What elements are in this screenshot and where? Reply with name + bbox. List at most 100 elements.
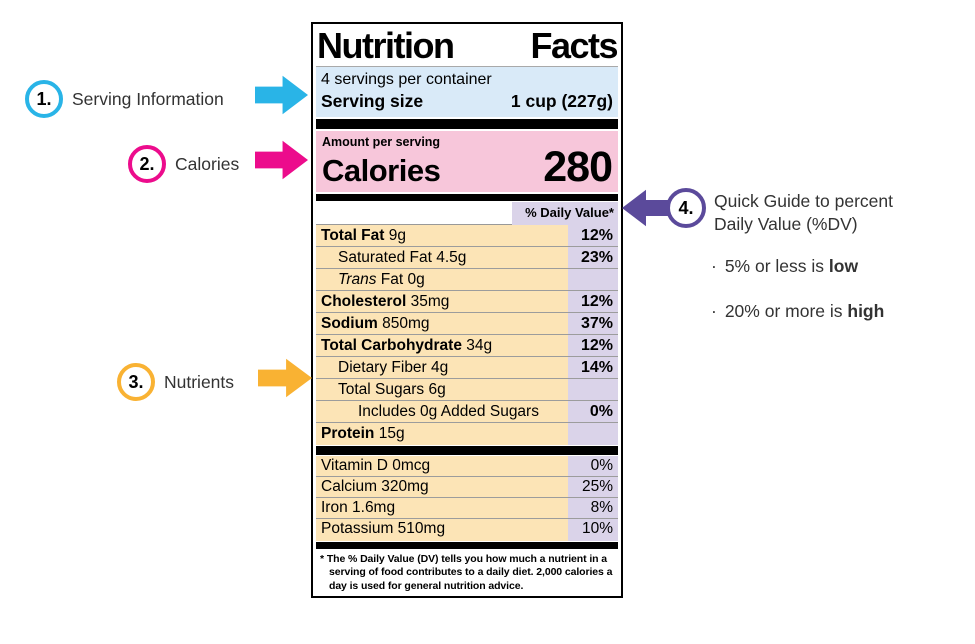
serving-size-label: Serving size [321, 91, 424, 111]
daily-value-percent: 0% [568, 455, 618, 476]
calories-value: 280 [543, 142, 613, 191]
bullet-dot-icon: · [711, 301, 717, 321]
callout-serving-information: 1. Serving Information [25, 80, 224, 118]
nutrient-name: Total Carbohydrate 34g [316, 335, 568, 357]
servings-per-container: 4 servings per container [321, 71, 492, 88]
nutrient-text: Fat 0g [376, 271, 425, 289]
nutrient-text: Total Carbohydrate [321, 337, 462, 355]
daily-value-percent: 12% [568, 225, 618, 247]
nutrient-name: Vitamin D 0mcg [316, 455, 568, 476]
amount-per-serving-label: Amount per serving [322, 134, 441, 149]
nutrient-name: Trans Fat 0g [316, 269, 568, 291]
serving-info-section: 4 servings per container Serving size 1 … [316, 67, 618, 117]
callout-number-4: 4. [666, 188, 706, 228]
dv-bullet-high-keyword: high [847, 301, 885, 321]
label-title-word: Facts [530, 25, 618, 66]
daily-value-percent [568, 269, 618, 291]
nutrient-row: Vitamin D 0mcg 0% [316, 455, 618, 477]
daily-value-percent: 8% [568, 497, 618, 518]
nutrient-text: Calcium 320mg [321, 477, 429, 495]
daily-value-percent: 12% [568, 335, 618, 357]
label-title-word: Nutrition [317, 25, 455, 66]
left-arrow-icon [622, 189, 672, 227]
label-title: Nutrition Facts [316, 27, 618, 67]
nutrient-name: Total Sugars 6g [316, 379, 568, 401]
nutrient-row: Total Sugars 6g [316, 379, 618, 402]
nutrient-row: Iron 1.6mg 8% [316, 497, 618, 519]
bullet-dot-icon: · [711, 256, 717, 276]
daily-value-percent: 23% [568, 247, 618, 269]
nutrient-text: Potassium 510mg [321, 519, 446, 537]
nutrient-row: Saturated Fat 4.5g 23% [316, 247, 618, 270]
daily-value-percent: 25% [568, 476, 618, 497]
callout-label-serving-information: Serving Information [72, 88, 224, 109]
nutrient-text: Includes 0g Added Sugars [358, 403, 539, 421]
footnote: * The % Daily Value (DV) tells you how m… [316, 550, 618, 594]
callout-number-1: 1. [25, 80, 63, 118]
serving-size-value: 1 cup (227g) [510, 91, 613, 111]
nutrient-name: Potassium 510mg [316, 518, 568, 541]
nutrient-text: 35mg [406, 293, 450, 311]
nutrient-name: Protein 15g [316, 423, 568, 446]
nutrient-row: Includes 0g Added Sugars 0% [316, 401, 618, 424]
daily-value-percent: 0% [568, 401, 618, 423]
right-arrow-icon [258, 358, 312, 398]
nutrient-name: Dietary Fiber 4g [316, 357, 568, 379]
nutrient-text: Protein [321, 425, 375, 443]
nutrient-row: Cholesterol 35mg 12% [316, 291, 618, 314]
nutrient-name: Calcium 320mg [316, 476, 568, 497]
callout-number-3: 3. [117, 363, 155, 401]
divider-bar [316, 193, 618, 202]
nutrient-row: Total Carbohydrate 34g 12% [316, 335, 618, 358]
callout-label-calories: Calories [175, 153, 240, 174]
divider-bar [316, 541, 618, 549]
dv-bullet-low: · 5% or less is low [711, 256, 858, 277]
dv-bullet-low-keyword: low [828, 256, 859, 276]
divider-bar [316, 119, 618, 129]
nutrient-text: Saturated Fat 4.5g [338, 249, 467, 267]
nutrient-text: Total Fat [321, 227, 385, 245]
nutrient-text: 9g [384, 227, 406, 245]
calories-section: Amount per serving Calories 280 [316, 130, 618, 192]
footnote-mark: * [320, 552, 324, 565]
nutrient-text: Cholesterol [321, 293, 407, 311]
nutrient-text: Vitamin D 0mcg [321, 456, 431, 474]
dv-guide-line-1: Quick Guide to percent [714, 191, 893, 211]
nutrition-facts-label: Nutrition Facts 4 servings per container … [311, 22, 623, 598]
callout-daily-value-guide: Quick Guide to percent Daily Value (%DV) [714, 190, 893, 236]
nutrient-text: Trans [338, 271, 377, 289]
nutrient-name: Iron 1.6mg [316, 497, 568, 518]
daily-value-header: % Daily Value* [512, 202, 618, 226]
dv-bullet-high: · 20% or more is high [711, 301, 884, 322]
daily-value-percent: 37% [568, 313, 618, 335]
nutrient-row: Calcium 320mg 25% [316, 476, 618, 498]
nutrient-text: Iron 1.6mg [321, 498, 396, 516]
calories-label: Calories [322, 152, 441, 188]
right-arrow-icon [255, 75, 308, 115]
vitamin-rows: Vitamin D 0mcg 0% Calcium 320mg 25% Iron 1.6… [316, 455, 618, 541]
daily-value-percent: 12% [568, 291, 618, 313]
divider-bar [316, 446, 618, 455]
daily-value-percent: 14% [568, 357, 618, 379]
dv-bullet-low-text: 5% or less is [724, 256, 829, 276]
nutrient-row: Total Fat 9g 12% [316, 225, 618, 248]
nutrient-text: 34g [461, 337, 493, 355]
nutrient-name: Includes 0g Added Sugars [316, 401, 568, 423]
daily-value-header-row: % Daily Value* [316, 202, 618, 226]
nutrient-rows: Total Fat 9g 12% Saturated Fat 4.5g 23% Tran… [316, 225, 618, 446]
callout-number-2: 2. [128, 145, 166, 183]
nutrient-name: Cholesterol 35mg [316, 291, 568, 313]
daily-value-percent [568, 379, 618, 401]
dv-bullet-high-text: 20% or more is [724, 301, 848, 321]
nutrient-text: Sodium [321, 315, 378, 333]
nutrient-name: Saturated Fat 4.5g [316, 247, 568, 269]
daily-value-percent [568, 423, 618, 446]
nutrient-row: Dietary Fiber 4g 14% [316, 357, 618, 380]
callout-calories: 2. Calories [128, 145, 239, 183]
nutrient-text: 15g [374, 425, 405, 443]
nutrient-text: Total Sugars 6g [338, 381, 446, 399]
callout-label-nutrients: Nutrients [164, 371, 235, 392]
nutrient-row: Trans Fat 0g [316, 269, 618, 292]
nutrient-row: Protein 15g [316, 423, 618, 446]
right-arrow-icon [255, 140, 308, 180]
